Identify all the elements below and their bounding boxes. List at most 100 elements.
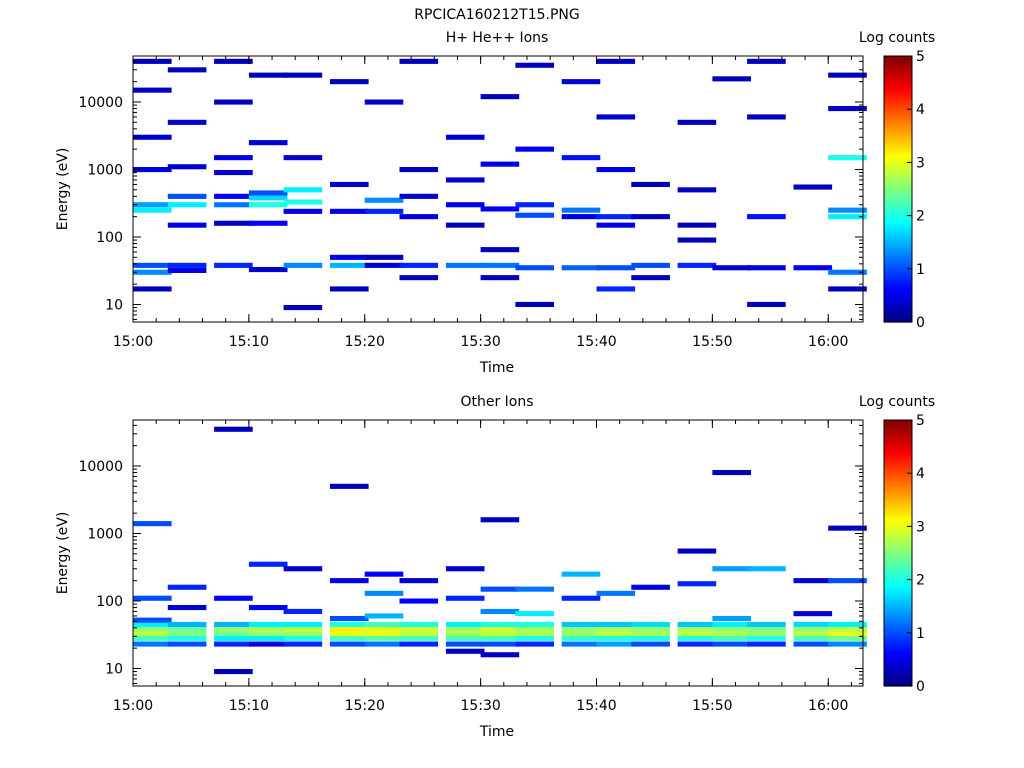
colorbar-swatch bbox=[884, 127, 912, 132]
heatmap-cell bbox=[283, 208, 323, 214]
colorbar-swatch bbox=[884, 125, 912, 129]
colorbar-swatch bbox=[884, 470, 912, 474]
heatmap-cell bbox=[561, 635, 601, 641]
heatmap-cell bbox=[793, 184, 833, 190]
colorbar-swatch bbox=[884, 146, 912, 150]
colorbar-swatch bbox=[884, 550, 912, 554]
colorbar-swatch bbox=[884, 242, 912, 246]
colorbar-swatch bbox=[884, 231, 912, 235]
colorbar-swatch bbox=[884, 141, 912, 145]
heatmap-cell bbox=[712, 566, 751, 572]
colorbar-swatch bbox=[884, 616, 912, 621]
heatmap-cell bbox=[828, 72, 867, 78]
heatmap-cell bbox=[747, 214, 786, 220]
heatmap-cell bbox=[283, 199, 323, 205]
colorbar-swatch bbox=[884, 515, 912, 520]
colorbar-swatch bbox=[884, 441, 912, 445]
heatmap-cell bbox=[828, 286, 867, 292]
heatmap-cell bbox=[248, 72, 288, 78]
heatmap-cell bbox=[596, 621, 636, 627]
x-tick-label: 15:20 bbox=[345, 698, 385, 714]
heatmap-cell bbox=[167, 584, 207, 590]
heatmap-cell bbox=[515, 265, 554, 271]
heatmap-cell bbox=[445, 641, 485, 647]
heatmap-cell bbox=[596, 167, 636, 173]
y-tick-label: 100 bbox=[96, 594, 123, 610]
colorbar-swatch bbox=[884, 521, 912, 525]
heatmap-cell bbox=[214, 631, 253, 637]
colorbar-swatch bbox=[884, 276, 912, 281]
colorbar-swatch bbox=[884, 79, 912, 84]
colorbar-swatch bbox=[884, 175, 912, 179]
colorbar-swatch bbox=[884, 66, 912, 70]
x-tick-label: 15:50 bbox=[692, 698, 732, 714]
colorbar-swatch bbox=[884, 475, 912, 480]
heatmap-cell bbox=[364, 641, 404, 647]
colorbar-swatch bbox=[884, 505, 912, 509]
colorbar-swatch bbox=[884, 260, 912, 265]
colorbar-swatch bbox=[884, 627, 912, 631]
colorbar-swatch bbox=[884, 101, 912, 105]
colorbar-tick-label: 1 bbox=[916, 626, 925, 642]
x-tick-label: 15:30 bbox=[460, 698, 500, 714]
heatmap-cell bbox=[596, 626, 636, 632]
colorbar-swatch bbox=[884, 191, 912, 195]
heatmap-cell bbox=[561, 595, 601, 601]
colorbar-tick-label: 1 bbox=[916, 262, 925, 278]
heatmap-cell bbox=[828, 525, 867, 531]
heatmap-cell bbox=[480, 517, 520, 523]
colorbar-swatch bbox=[884, 287, 912, 291]
colorbar-swatch bbox=[884, 568, 912, 573]
colorbar-swatch bbox=[884, 624, 912, 629]
colorbar-swatch bbox=[884, 459, 912, 464]
heatmap-cell bbox=[330, 262, 369, 268]
colorbar-swatch bbox=[884, 449, 912, 453]
colorbar-swatch bbox=[884, 143, 912, 148]
heatmap-cell bbox=[330, 483, 369, 489]
axes: 15:00 15:10 15:20 15:30 15:40 15:50 16:00 10 100… bbox=[78, 420, 863, 714]
heatmap-cell bbox=[596, 641, 636, 647]
heatmap-cell bbox=[283, 262, 323, 268]
colorbar-swatch bbox=[884, 478, 912, 482]
colorbar-swatch bbox=[884, 151, 912, 156]
colorbar-swatch bbox=[884, 534, 912, 538]
heatmap-cell bbox=[167, 267, 207, 273]
heatmap-cell bbox=[828, 106, 867, 112]
x-tick-label: 15:10 bbox=[229, 334, 269, 350]
heatmap-cell bbox=[561, 626, 601, 632]
heatmap-cell bbox=[445, 177, 485, 183]
heatmap-cell bbox=[214, 170, 253, 176]
colorbar-swatch bbox=[884, 183, 912, 187]
colorbar-swatch bbox=[884, 165, 912, 169]
colorbar-swatch bbox=[884, 58, 912, 62]
heatmap-cell bbox=[214, 669, 253, 675]
heatmap-cell bbox=[677, 548, 717, 554]
y-tick-label: 10000 bbox=[78, 95, 123, 111]
colorbar-swatch bbox=[884, 271, 912, 275]
colorbar-swatch bbox=[884, 122, 912, 126]
colorbar-tick-label: 4 bbox=[916, 102, 925, 118]
heatmap-cell bbox=[515, 301, 554, 307]
heatmap-cell bbox=[596, 635, 636, 641]
heatmap-cell bbox=[399, 578, 439, 584]
heatmap-cell bbox=[330, 631, 369, 637]
heatmap-cell bbox=[445, 595, 485, 601]
heatmap-cell bbox=[596, 114, 636, 120]
heatmap-cell bbox=[399, 621, 439, 627]
heatmap-cell bbox=[480, 626, 520, 632]
heatmap-cell bbox=[248, 621, 288, 627]
heatmap-cell bbox=[330, 621, 369, 627]
colorbar-swatch bbox=[884, 651, 912, 655]
heatmap-cell bbox=[712, 621, 751, 627]
heatmap-cell bbox=[712, 631, 751, 637]
colorbar-tick-label: 2 bbox=[916, 573, 925, 589]
heatmap-cell bbox=[330, 254, 369, 260]
colorbar-swatch bbox=[884, 157, 912, 161]
panel-title: H+ He++ Ions bbox=[446, 30, 549, 46]
colorbar-swatch bbox=[884, 664, 912, 668]
heatmap-cell bbox=[167, 202, 207, 208]
heatmap-cell bbox=[133, 626, 172, 632]
colorbar-swatch bbox=[884, 218, 912, 222]
colorbar-swatch bbox=[884, 117, 912, 121]
x-tick-label: 15:50 bbox=[692, 334, 732, 350]
